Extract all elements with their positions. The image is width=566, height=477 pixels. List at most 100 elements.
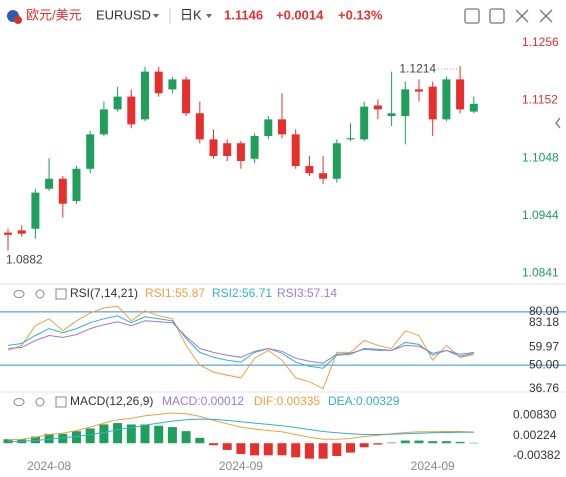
candle-body bbox=[401, 89, 410, 117]
macd-bar bbox=[263, 443, 273, 456]
candle-body bbox=[346, 138, 355, 140]
macd-bar bbox=[291, 443, 301, 458]
candle-body bbox=[319, 173, 328, 179]
macd-bar bbox=[346, 443, 355, 453]
macd-bar bbox=[209, 443, 218, 446]
candle-body bbox=[305, 165, 314, 174]
macd-bar bbox=[154, 425, 164, 444]
legend-entry: RSI3:57.14 bbox=[277, 286, 337, 300]
macd-bar bbox=[181, 431, 191, 444]
x-tick-label: 2024-08 bbox=[27, 459, 71, 473]
period[interactable]: 日K bbox=[180, 7, 202, 22]
dropdown-arrow[interactable] bbox=[153, 14, 159, 18]
side-tab[interactable] bbox=[555, 117, 561, 129]
macd-bar bbox=[304, 443, 314, 459]
y-tick-label: -0.00382 bbox=[513, 448, 561, 462]
candle-body bbox=[127, 96, 136, 125]
macd-bar bbox=[318, 443, 328, 459]
y-tick-label: 50.00 bbox=[529, 357, 559, 371]
gear-icon[interactable] bbox=[35, 289, 45, 299]
y-tick-label: 1.1152 bbox=[522, 93, 558, 107]
macd-bar bbox=[359, 443, 369, 448]
candle-body bbox=[17, 230, 26, 234]
macd-line bbox=[7, 418, 474, 443]
macd-bar bbox=[167, 427, 177, 444]
candle-body bbox=[72, 168, 81, 201]
macd-bar bbox=[3, 439, 13, 444]
y-tick-label: 1.0944 bbox=[522, 208, 559, 222]
candle-body bbox=[45, 178, 54, 189]
candle-body bbox=[373, 105, 382, 110]
legend-entry: DIF:0.00335 bbox=[254, 394, 320, 408]
rsi-title: RSI(7,14,21) bbox=[70, 286, 138, 300]
y-tick-label: 1.1048 bbox=[522, 150, 559, 164]
candle-body bbox=[168, 79, 177, 90]
tool-icon[interactable] bbox=[464, 8, 480, 24]
dropdown-arrow[interactable] bbox=[206, 14, 212, 18]
macd-bar bbox=[30, 436, 40, 444]
candle-body bbox=[469, 103, 478, 112]
pair-name[interactable]: 欧元/美元 bbox=[26, 7, 82, 22]
legend-entry: RSI1:55.87 bbox=[145, 286, 205, 300]
candle-body bbox=[113, 96, 122, 110]
macd-line bbox=[7, 412, 474, 441]
candle-body bbox=[31, 192, 40, 229]
macd-bar bbox=[455, 441, 465, 444]
macd-bar bbox=[126, 424, 136, 444]
candle-body bbox=[291, 134, 300, 166]
candle-body bbox=[332, 143, 341, 179]
candle-body bbox=[182, 79, 191, 114]
rsi-line bbox=[7, 320, 474, 364]
checkbox-icon[interactable] bbox=[55, 288, 67, 300]
rsi-line bbox=[7, 305, 474, 390]
macd-bar bbox=[195, 437, 205, 444]
gear-icon[interactable] bbox=[35, 397, 45, 407]
legend-entry: MACD:0.00012 bbox=[162, 394, 244, 408]
x-tick-label: 2024-09 bbox=[219, 459, 263, 473]
macd-bar bbox=[400, 440, 410, 444]
macd-bar bbox=[140, 424, 150, 444]
candle-body bbox=[360, 106, 369, 140]
checkbox-icon[interactable] bbox=[55, 396, 67, 408]
macd-bar bbox=[222, 443, 232, 450]
flag-icon bbox=[14, 16, 22, 24]
macd-bar bbox=[414, 440, 424, 444]
tool-icon[interactable] bbox=[515, 9, 529, 23]
candle-body bbox=[99, 109, 108, 135]
candle-body bbox=[4, 232, 12, 235]
value-marker: 83.18 bbox=[529, 315, 559, 329]
macd-bar bbox=[250, 443, 260, 456]
close-icon[interactable] bbox=[539, 9, 553, 23]
macd-bar bbox=[469, 442, 479, 444]
symbol[interactable]: EURUSD bbox=[96, 7, 151, 22]
tool-icon[interactable] bbox=[489, 8, 505, 24]
y-tick-label: 0.00830 bbox=[513, 408, 557, 422]
macd-bar bbox=[332, 443, 342, 456]
y-tick-label: 0.00224 bbox=[513, 428, 557, 442]
legend-entry: RSI2:56.71 bbox=[212, 286, 272, 300]
candle-body bbox=[442, 79, 451, 120]
eye-icon[interactable] bbox=[13, 398, 25, 406]
rsi-line bbox=[7, 315, 474, 369]
macd-bar bbox=[58, 433, 68, 444]
candle-body bbox=[278, 119, 286, 135]
macd-title: MACD(12,26,9) bbox=[70, 394, 153, 408]
low-label: 1.0882 bbox=[6, 253, 43, 267]
price: 1.1146 bbox=[224, 7, 263, 22]
y-tick-label: 1.0841 bbox=[522, 265, 559, 279]
candle-body bbox=[415, 89, 423, 92]
macd-bar bbox=[44, 433, 54, 444]
macd-bar bbox=[99, 424, 109, 444]
candle-body bbox=[195, 113, 204, 140]
macd-bar bbox=[113, 423, 123, 444]
macd-bar bbox=[441, 441, 451, 444]
eye-icon[interactable] bbox=[13, 290, 25, 298]
candle-body bbox=[154, 71, 163, 94]
x-tick-label: 2024-09 bbox=[411, 459, 455, 473]
macd-bar bbox=[387, 442, 397, 444]
change: +0.0014 bbox=[276, 7, 324, 22]
high-label: 1.1214 bbox=[399, 61, 436, 75]
macd-bar bbox=[373, 443, 383, 445]
